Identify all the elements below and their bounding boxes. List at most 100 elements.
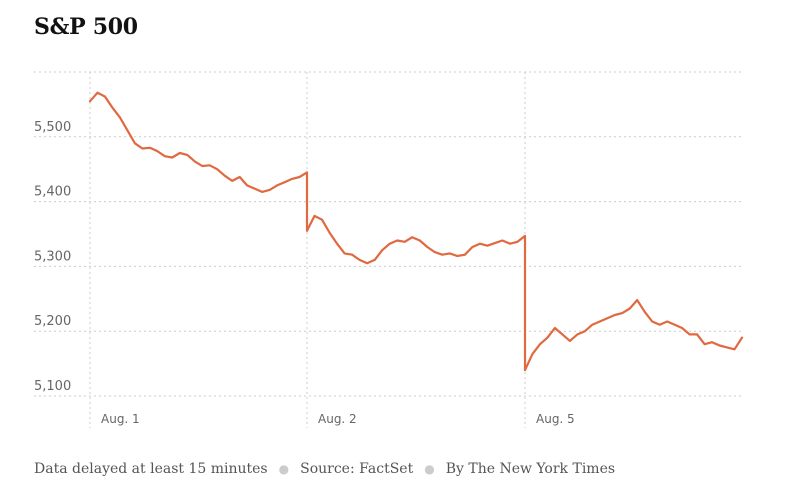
byline: By The New York Times bbox=[445, 461, 616, 477]
data-point bbox=[501, 239, 504, 242]
series-line bbox=[88, 91, 744, 372]
data-point bbox=[343, 252, 346, 255]
data-point bbox=[726, 346, 728, 349]
y-tick-label: 5,200 bbox=[34, 314, 71, 329]
data-point bbox=[351, 253, 353, 256]
data-point bbox=[524, 235, 526, 237]
data-point bbox=[613, 314, 616, 316]
x-axis: Aug. 1 Aug. 2 Aug. 5 bbox=[101, 412, 575, 426]
data-point bbox=[524, 369, 526, 371]
data-point bbox=[163, 155, 166, 158]
data-point bbox=[336, 242, 338, 245]
data-point bbox=[621, 312, 624, 314]
data-point bbox=[126, 129, 129, 132]
data-point bbox=[516, 240, 519, 243]
data-point bbox=[403, 240, 406, 243]
data-point bbox=[584, 330, 586, 333]
data-point bbox=[411, 236, 414, 239]
data-point bbox=[486, 244, 489, 247]
data-point bbox=[456, 255, 459, 257]
data-point bbox=[666, 320, 669, 323]
data-point bbox=[223, 174, 226, 177]
data-point bbox=[598, 320, 601, 323]
data-point bbox=[464, 253, 466, 256]
data-point bbox=[396, 239, 399, 242]
data-point bbox=[306, 229, 308, 232]
data-point bbox=[178, 152, 181, 154]
data-point bbox=[494, 242, 496, 245]
data-point bbox=[591, 323, 594, 326]
data-point bbox=[688, 333, 691, 336]
data-point bbox=[253, 187, 256, 190]
y-axis: 5,100 5,200 5,300 5,400 5,500 bbox=[34, 120, 71, 394]
data-point bbox=[531, 353, 534, 355]
data-point bbox=[358, 259, 361, 261]
data-point bbox=[741, 336, 743, 339]
data-point bbox=[141, 147, 144, 150]
footer-separator: ● bbox=[424, 462, 435, 476]
data-point bbox=[718, 344, 721, 347]
delay-note: Data delayed at least 15 minutes bbox=[34, 461, 268, 477]
data-point bbox=[381, 249, 384, 252]
x-tick-label: Aug. 1 bbox=[101, 412, 140, 426]
data-point bbox=[291, 178, 293, 180]
data-point bbox=[546, 336, 549, 339]
data-point bbox=[576, 333, 579, 336]
data-point bbox=[89, 100, 91, 103]
data-point bbox=[696, 333, 698, 336]
y-tick-label: 5,300 bbox=[34, 249, 71, 264]
data-point bbox=[96, 91, 99, 94]
data-point bbox=[471, 246, 474, 248]
data-point bbox=[246, 184, 249, 187]
x-tick-label: Aug. 2 bbox=[318, 412, 357, 426]
data-point bbox=[643, 310, 646, 313]
y-tick-label: 5,100 bbox=[34, 379, 71, 394]
data-point bbox=[208, 164, 211, 167]
data-point bbox=[733, 348, 736, 351]
data-point bbox=[561, 333, 564, 336]
data-point bbox=[366, 262, 368, 265]
data-point bbox=[418, 239, 421, 242]
data-point bbox=[216, 168, 219, 171]
data-point bbox=[104, 95, 106, 98]
y-tick-label: 5,400 bbox=[34, 185, 71, 200]
data-point bbox=[306, 171, 308, 174]
data-point bbox=[201, 165, 204, 167]
footer-separator: ● bbox=[278, 462, 290, 476]
grid-lines bbox=[34, 71, 742, 428]
data-point bbox=[448, 252, 451, 255]
data-point bbox=[298, 176, 301, 178]
series-layer bbox=[88, 91, 744, 372]
data-point bbox=[134, 142, 136, 145]
data-point bbox=[433, 251, 436, 254]
chart-title: S&P 500 bbox=[34, 14, 138, 40]
data-point bbox=[186, 154, 189, 156]
data-point bbox=[569, 340, 571, 342]
data-point bbox=[268, 189, 271, 191]
chart-footer: Data delayed at least 15 minutes ● Source:… bbox=[34, 461, 615, 477]
data-point bbox=[636, 299, 639, 301]
data-point bbox=[388, 242, 391, 245]
data-point bbox=[673, 323, 676, 326]
data-point bbox=[703, 343, 706, 346]
data-point bbox=[651, 320, 654, 323]
data-point bbox=[711, 341, 713, 344]
data-point bbox=[321, 218, 323, 221]
data-point bbox=[628, 307, 631, 310]
data-point bbox=[658, 323, 661, 326]
data-point bbox=[479, 242, 481, 245]
data-point bbox=[426, 246, 429, 248]
data-point bbox=[193, 160, 196, 163]
data-point bbox=[373, 259, 376, 261]
data-point bbox=[111, 106, 114, 109]
data-point bbox=[261, 191, 263, 193]
data-point bbox=[509, 242, 511, 245]
data-point bbox=[238, 176, 241, 178]
data-point bbox=[171, 156, 174, 159]
data-point bbox=[606, 317, 609, 320]
data-point bbox=[119, 116, 121, 119]
y-tick-label: 5,500 bbox=[34, 120, 71, 135]
x-tick-label: Aug. 5 bbox=[536, 412, 575, 426]
source-credit: Source: FactSet bbox=[300, 461, 414, 477]
